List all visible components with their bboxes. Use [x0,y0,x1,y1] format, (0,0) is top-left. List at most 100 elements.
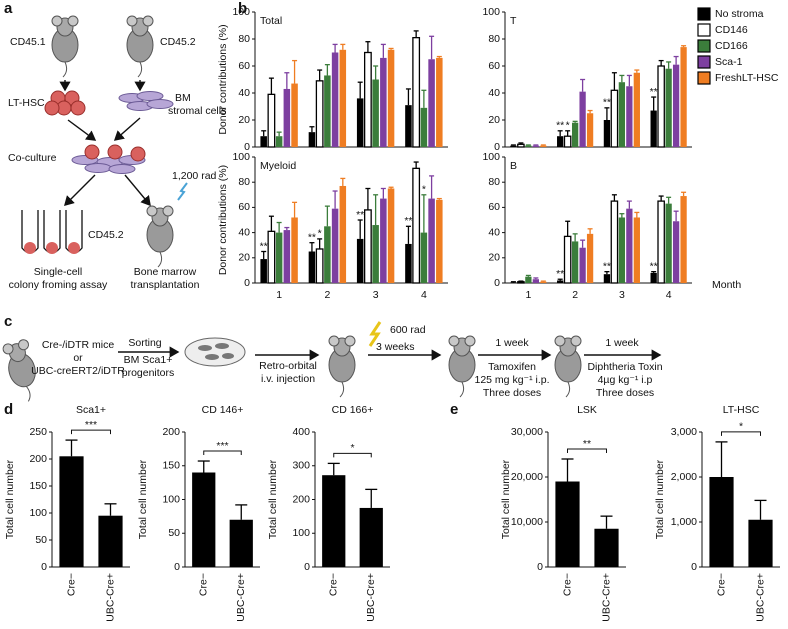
panel-label: a [4,0,13,17]
y-tick-label: 20 [238,114,250,126]
bar [748,519,773,567]
label: Bone marrow [134,266,197,278]
y-tick-label: 0 [537,561,543,573]
y-tick-label: 0 [494,141,500,153]
legend-label: FreshLT-HSC [715,72,779,84]
bar [665,203,672,283]
y-tick-label: 100 [482,6,500,18]
bar [229,519,253,567]
bar [380,198,387,283]
bar [339,49,347,147]
panel-label: e [450,401,458,418]
mouse-icon [126,15,154,78]
legend-swatch [697,23,711,37]
y-tick-label: 3,000 [671,426,697,438]
bar [510,145,517,147]
y-tick-label: 20 [238,252,250,264]
y-tick-label: 0 [304,561,310,573]
bar [540,281,547,283]
y-tick-label: 100 [232,151,250,163]
y-tick-label: 40 [488,87,500,99]
significance-label: ** [556,268,564,280]
chart-title: Sca1+ [76,404,106,416]
significance-label: ** [260,240,268,252]
bar [380,57,387,147]
y-tick-label: 20,000 [511,471,543,483]
bar [618,82,626,147]
chart-title: CD 146+ [202,404,244,416]
y-tick-label: 100 [292,527,310,539]
bar [626,86,633,147]
bar [610,89,619,148]
bar [510,282,517,283]
bar [405,105,412,147]
y-tick-label: 60 [238,60,250,72]
x-tick-label: 4 [421,289,427,301]
y-tick-label: 200 [292,493,310,505]
bar [363,209,372,284]
label: 125 mg kg⁻¹ i.p. [475,374,550,386]
chart-title: T [510,15,517,27]
bar [517,143,525,148]
label: 1 week [605,337,639,349]
significance-label: * [739,421,743,433]
x-tick-label: Cre− [65,573,77,596]
significance-label: ** [603,260,611,272]
bar [633,72,640,147]
significance-bracket [721,431,761,436]
x-tick-label: UBC-Cre+ [365,573,377,622]
bar [672,64,680,147]
significance-label: ** [404,215,412,227]
bar [557,136,564,147]
bar [412,37,421,148]
bar [626,208,633,283]
legend-swatch [697,7,711,21]
bar [603,120,611,147]
bar [436,199,443,283]
x-tick-label: 4 [666,289,672,301]
x-tick-label: 1 [525,289,531,301]
x-tick-label: Cre− [198,573,210,596]
bar [339,185,347,283]
label: Co-culture [8,152,57,164]
arrow [124,174,151,207]
legend-swatch [697,71,711,85]
bar [324,226,331,283]
y-tick-label: 1,000 [671,516,697,528]
x-tick-label: Cre− [715,573,727,596]
x-tick-label: UBC-Cre+ [754,573,766,622]
bar [579,247,586,283]
bar [657,200,665,284]
panel-label: b [238,0,247,17]
bar [563,235,572,284]
label: colony froming assay [9,279,108,291]
chart-title: CD 166+ [332,404,374,416]
bar [650,272,657,283]
bar [192,472,216,567]
label: LT-HSC [8,97,45,109]
y-axis-label: Total cell number [654,459,666,539]
y-tick-label: 100 [482,151,500,163]
label: 3 weeks [376,341,415,353]
mouse-icon [554,335,582,398]
x-tick-label: 2 [572,289,578,301]
significance-bracket [333,452,372,458]
x-tick-label: 3 [619,289,625,301]
label: Cre-/iDTR mice [42,339,114,351]
legend-label: Sca-1 [715,56,743,68]
label: 4µg kg⁻¹ i.p [598,374,653,386]
y-tick-label: 0 [244,141,250,153]
y-axis-label: Donor contributions (%) [217,165,229,275]
x-tick-label: UBC-Cre+ [235,573,247,622]
bar [420,107,428,147]
bar [586,233,594,283]
label: 600 rad [390,324,426,336]
bar [363,51,372,148]
bar [405,243,412,283]
bar [610,200,619,284]
significance-label: ** [650,86,658,98]
x-tick-label: 3 [373,289,379,301]
y-tick-label: 30,000 [511,426,543,438]
bar [665,68,672,147]
bar [331,52,339,147]
